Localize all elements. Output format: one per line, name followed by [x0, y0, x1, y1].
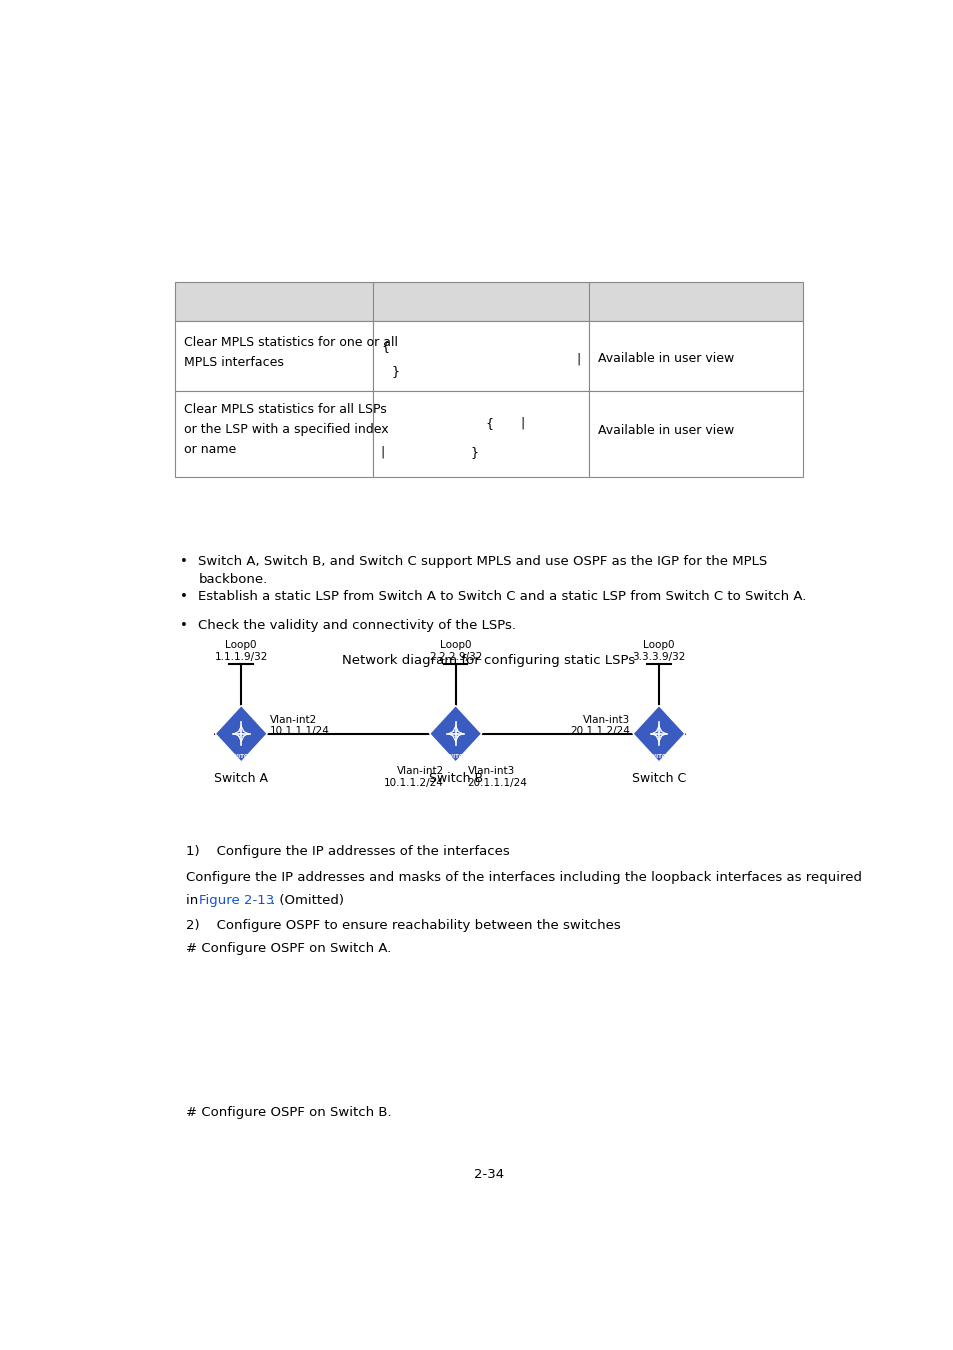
Text: Switch A, Switch B, and Switch C support MPLS and use OSPF as the IGP for the MP: Switch A, Switch B, and Switch C support… — [198, 555, 767, 586]
Text: Configure the IP addresses and masks of the interfaces including the loopback in: Configure the IP addresses and masks of … — [186, 871, 861, 884]
Text: }: } — [470, 446, 477, 459]
Bar — [174, 390, 373, 477]
Bar — [174, 282, 802, 321]
Text: SWITCH: SWITCH — [443, 755, 467, 759]
Polygon shape — [429, 706, 481, 761]
Text: Clear MPLS statistics for all LSPs
or the LSP with a specified index
or name: Clear MPLS statistics for all LSPs or th… — [183, 404, 388, 456]
Text: Available in user view: Available in user view — [598, 352, 734, 366]
Text: SWITCH: SWITCH — [646, 755, 671, 759]
Text: . (Omitted): . (Omitted) — [271, 894, 343, 907]
Text: Figure 2-13: Figure 2-13 — [199, 894, 274, 907]
Text: Loop0
1.1.1.9/32: Loop0 1.1.1.9/32 — [214, 640, 268, 662]
Text: Vlan-int2
10.1.1.1/24: Vlan-int2 10.1.1.1/24 — [270, 714, 329, 736]
Text: Switch C: Switch C — [631, 772, 685, 786]
Text: Establish a static LSP from Switch A to Switch C and a static LSP from Switch C : Establish a static LSP from Switch A to … — [198, 590, 806, 603]
Text: 1)    Configure the IP addresses of the interfaces: 1) Configure the IP addresses of the int… — [186, 845, 509, 859]
Text: Switch B: Switch B — [428, 772, 482, 786]
Text: # Configure OSPF on Switch A.: # Configure OSPF on Switch A. — [186, 942, 391, 954]
Bar — [174, 321, 373, 390]
Text: Available in user view: Available in user view — [598, 424, 734, 437]
Polygon shape — [215, 706, 267, 761]
Text: Vlan-int3
20.1.1.1/24: Vlan-int3 20.1.1.1/24 — [467, 767, 527, 788]
Bar — [589, 390, 802, 477]
Text: {: { — [485, 417, 493, 429]
Text: in: in — [186, 894, 202, 907]
Text: }: } — [391, 364, 398, 378]
Text: # Configure OSPF on Switch B.: # Configure OSPF on Switch B. — [186, 1106, 391, 1119]
Text: •: • — [180, 555, 188, 568]
Text: Vlan-int2
10.1.1.2/24: Vlan-int2 10.1.1.2/24 — [383, 767, 443, 788]
Text: |: | — [519, 417, 524, 429]
Text: |: | — [576, 352, 579, 366]
Text: SWITCH: SWITCH — [229, 755, 253, 759]
Bar — [373, 390, 589, 477]
Text: {: { — [381, 340, 389, 352]
Bar — [373, 321, 589, 390]
Text: Check the validity and connectivity of the LSPs.: Check the validity and connectivity of t… — [198, 620, 516, 632]
Bar — [589, 321, 802, 390]
Text: Switch A: Switch A — [214, 772, 268, 786]
Text: 2-34: 2-34 — [474, 1168, 503, 1181]
Text: Loop0
2.2.2.9/32: Loop0 2.2.2.9/32 — [429, 640, 482, 662]
Text: Loop0
3.3.3.9/32: Loop0 3.3.3.9/32 — [632, 640, 685, 662]
Text: •: • — [180, 590, 188, 603]
Text: Clear MPLS statistics for one or all
MPLS interfaces: Clear MPLS statistics for one or all MPL… — [183, 336, 397, 369]
Text: |: | — [379, 446, 384, 459]
Text: •: • — [180, 620, 188, 632]
Text: Vlan-int3
20.1.1.2/24: Vlan-int3 20.1.1.2/24 — [570, 714, 630, 736]
Text: 2)    Configure OSPF to ensure reachability between the switches: 2) Configure OSPF to ensure reachability… — [186, 919, 619, 931]
Text: Network diagram for configuring static LSPs: Network diagram for configuring static L… — [342, 653, 635, 667]
Polygon shape — [632, 706, 684, 761]
